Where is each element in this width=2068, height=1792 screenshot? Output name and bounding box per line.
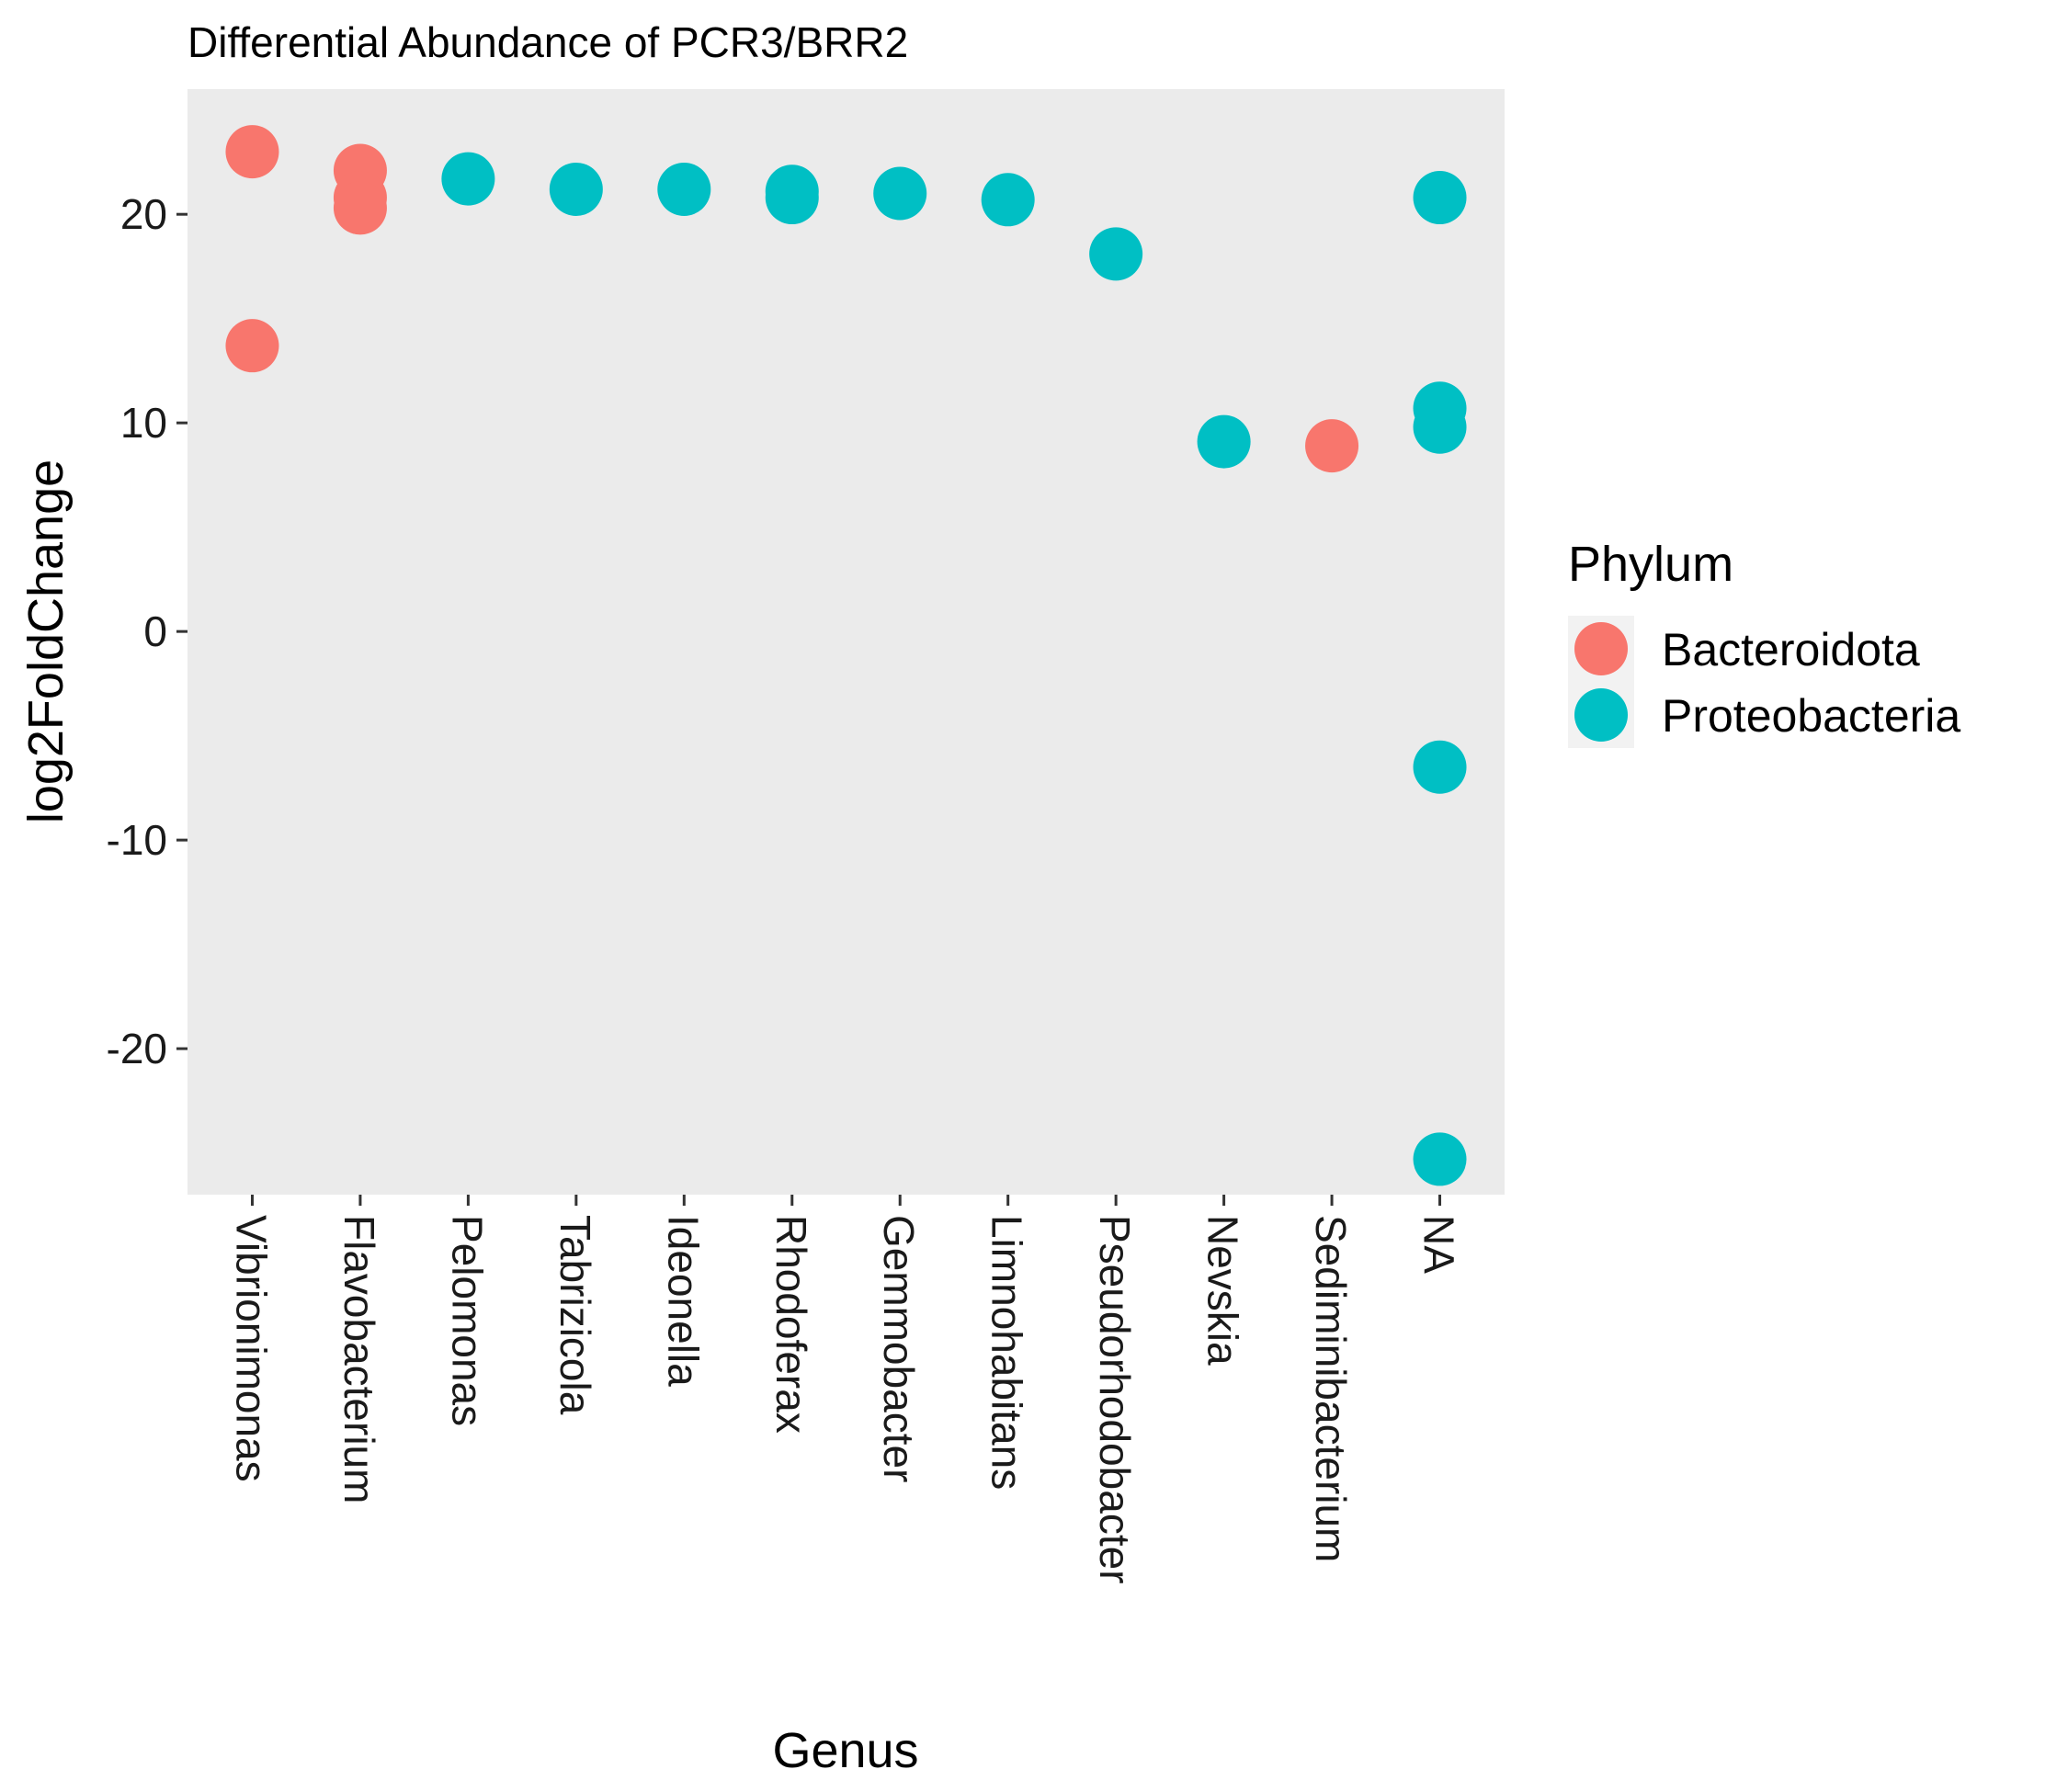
data-point [549, 162, 603, 216]
x-tick-label: Gemmobacter [875, 1215, 923, 1482]
x-tick-label: Pelomonas [443, 1215, 491, 1426]
data-point [441, 152, 495, 206]
x-tick-label: Nevskia [1199, 1215, 1247, 1366]
legend-label: Bacteroidota [1662, 624, 1920, 675]
x-tick-label: Vibrionimonas [227, 1215, 275, 1482]
data-point [1089, 227, 1143, 281]
x-tick-label: Flavobacterium [335, 1215, 383, 1503]
x-tick-label: Tabrizicola [551, 1215, 599, 1415]
legend: Phylum Bacteroidota Proteobacteria [1568, 537, 1960, 748]
data-point [225, 125, 279, 179]
data-point [981, 173, 1035, 227]
x-tick-label: Ideonella [659, 1215, 707, 1387]
y-axis-title: log2FoldChange [18, 459, 74, 823]
data-point [765, 171, 819, 225]
x-tick-label: Limnohabitans [983, 1215, 1031, 1490]
legend-items: Bacteroidota Proteobacteria [1574, 622, 1960, 742]
data-points [225, 125, 1467, 1186]
x-tick-label: Rhodoferax [767, 1215, 815, 1434]
data-point [1413, 400, 1467, 454]
data-point [1413, 171, 1467, 225]
y-tick-label: 0 [143, 607, 167, 655]
x-tick-label: NA [1415, 1215, 1463, 1274]
x-axis: Vibrionimonas Flavobacterium Pelomonas Tabr… [227, 1195, 1463, 1584]
x-axis-title: Genus [772, 1723, 918, 1778]
y-tick-label: -10 [107, 816, 167, 864]
legend-key [1574, 688, 1628, 742]
data-point [333, 181, 387, 235]
data-point [1305, 419, 1359, 473]
x-tick-label: Pseudorhodobacter [1091, 1215, 1139, 1584]
data-point [225, 319, 279, 373]
plot-panel [187, 89, 1505, 1195]
y-tick-label: -20 [107, 1025, 167, 1072]
legend-title: Phylum [1568, 537, 1733, 592]
chart-title: Differential Abundance of PCR3/BRR2 [187, 18, 908, 66]
y-tick-label: 10 [120, 399, 167, 447]
data-point [657, 162, 711, 216]
y-tick-label: 20 [120, 190, 167, 238]
y-axis: -20 -10 0 10 20 [107, 190, 187, 1072]
data-point [873, 166, 927, 221]
data-point [1413, 1132, 1467, 1186]
data-point [1413, 740, 1467, 794]
data-point [1197, 414, 1251, 469]
legend-label: Proteobacteria [1662, 690, 1960, 742]
x-tick-label: Sediminibacterium [1307, 1215, 1355, 1562]
legend-key [1574, 622, 1628, 675]
